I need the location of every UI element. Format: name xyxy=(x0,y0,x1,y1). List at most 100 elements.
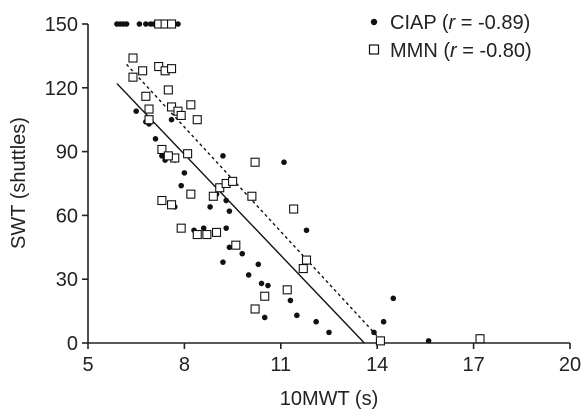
point-ciap xyxy=(226,244,233,251)
x-tick-label: 17 xyxy=(462,354,484,376)
point-mmn xyxy=(157,195,167,206)
point-ciap xyxy=(287,297,294,304)
point-mmn xyxy=(301,255,312,265)
point-ciap xyxy=(380,318,387,325)
point-mmn xyxy=(176,110,186,120)
legend-label-mmn-r: r xyxy=(450,40,458,62)
point-ciap xyxy=(313,318,319,325)
point-mmn xyxy=(157,144,167,155)
data-points xyxy=(114,19,485,346)
point-mmn xyxy=(208,191,218,201)
point-ciap xyxy=(181,170,188,176)
legend-item-mmn: MMN (r = -0.80) xyxy=(368,40,532,62)
x-tick-label: 8 xyxy=(179,354,190,376)
point-ciap xyxy=(143,21,149,27)
y-tick-label: 90 xyxy=(56,142,78,164)
regression-lines xyxy=(116,63,385,344)
y-tick-label: 150 xyxy=(45,14,78,36)
point-ciap xyxy=(425,338,432,344)
point-mmn xyxy=(166,64,177,74)
point-mmn xyxy=(228,176,238,186)
legend-label-ciap-suffix: = -0.89) xyxy=(455,12,530,34)
legend-marker-mmn xyxy=(368,44,380,55)
point-ciap xyxy=(159,153,165,159)
x-axis-title: 10MWT (s) xyxy=(280,388,379,410)
point-mmn xyxy=(211,227,222,237)
point-mmn xyxy=(231,240,241,250)
point-mmn xyxy=(202,229,212,240)
point-ciap xyxy=(245,272,252,278)
point-ciap xyxy=(220,259,226,265)
point-ciap xyxy=(239,250,246,257)
point-mmn xyxy=(186,189,196,199)
fit-line-ciap xyxy=(116,83,365,344)
point-mmn xyxy=(247,191,257,201)
legend-item-ciap: CIAP (r = -0.89) xyxy=(370,12,530,34)
point-mmn xyxy=(375,336,385,346)
legend-label-ciap: CIAP (r = -0.89) xyxy=(390,12,530,34)
y-tick-label: 120 xyxy=(45,78,78,100)
point-ciap xyxy=(136,21,143,27)
point-mmn xyxy=(250,304,260,314)
point-ciap xyxy=(152,136,159,142)
point-mmn xyxy=(163,151,173,161)
point-mmn xyxy=(192,229,202,240)
point-ciap xyxy=(168,116,175,123)
legend-label-mmn-suffix: = -0.80) xyxy=(457,40,532,62)
point-mmn xyxy=(282,285,292,295)
point-mmn xyxy=(128,53,138,63)
point-mmn xyxy=(144,104,154,114)
point-ciap xyxy=(281,159,287,166)
point-ciap xyxy=(178,182,184,189)
point-ciap xyxy=(294,312,300,319)
plot-area xyxy=(87,24,570,344)
legend-marker-ciap xyxy=(370,18,378,26)
point-ciap xyxy=(326,329,332,336)
legend-label-mmn: MMN (r = -0.80) xyxy=(390,40,532,62)
point-mmn xyxy=(192,115,202,125)
point-ciap xyxy=(390,295,397,302)
point-mmn xyxy=(163,85,173,95)
point-ciap xyxy=(226,208,233,214)
point-mmn xyxy=(138,66,148,76)
legend-label-ciap-r: r xyxy=(449,12,457,34)
point-ciap xyxy=(200,225,207,231)
axis-ticks: 5 8 11 14 17 20 0 30 60 90 120 150 xyxy=(45,14,582,376)
x-tick-label: 14 xyxy=(366,354,388,376)
point-ciap xyxy=(223,225,229,231)
y-tick-label: 30 xyxy=(56,269,78,291)
point-ciap xyxy=(223,197,229,204)
point-ciap xyxy=(371,329,377,336)
point-ciap xyxy=(303,227,310,234)
point-mmn xyxy=(186,100,196,110)
point-ciap xyxy=(207,204,213,210)
point-mmn xyxy=(166,200,177,210)
point-ciap xyxy=(133,108,139,114)
legend-label-ciap-prefix: CIAP ( xyxy=(390,12,449,34)
point-ciap xyxy=(220,153,226,159)
point-ciap xyxy=(258,280,265,287)
legend-label-mmn-prefix: MMN ( xyxy=(390,40,450,62)
point-mmn xyxy=(298,264,308,274)
point-mmn xyxy=(260,291,270,301)
point-mmn xyxy=(144,115,154,125)
y-tick-label: 60 xyxy=(56,205,78,227)
point-mmn xyxy=(176,223,186,233)
point-mmn xyxy=(141,91,151,101)
point-mmn xyxy=(128,72,138,82)
point-mmn xyxy=(289,204,299,214)
point-mmn xyxy=(183,149,193,159)
x-tick-label: 11 xyxy=(270,354,291,376)
point-mmn xyxy=(250,157,260,167)
point-ciap xyxy=(123,21,130,27)
point-ciap xyxy=(265,282,271,289)
legend: CIAP (r = -0.89) MMN (r = -0.80) xyxy=(368,12,532,62)
point-ciap xyxy=(261,314,268,321)
point-mmn xyxy=(475,334,485,344)
y-axis-title: SWT (shuttles) xyxy=(8,117,30,249)
y-tick-label: 0 xyxy=(67,333,78,355)
point-mmn xyxy=(166,19,177,29)
x-tick-label: 20 xyxy=(559,354,581,376)
point-ciap xyxy=(255,261,262,268)
